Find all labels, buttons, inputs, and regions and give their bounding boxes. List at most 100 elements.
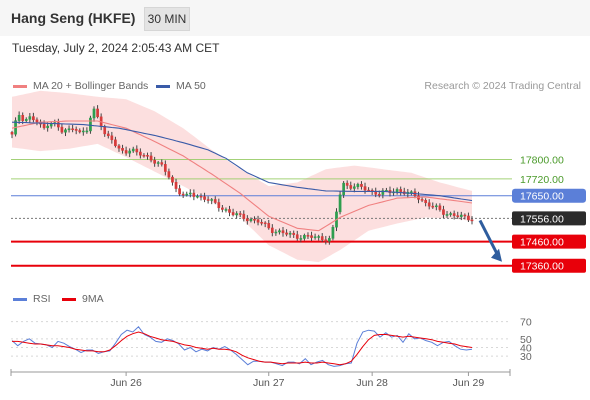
candle (295, 230, 299, 241)
candle-body (456, 215, 460, 217)
candle (142, 153, 146, 158)
candle-body (288, 232, 292, 235)
x-axis-tick-label: Jun 27 (253, 377, 285, 389)
candle-body (410, 191, 413, 193)
candle-body (181, 193, 185, 196)
candle (110, 131, 114, 144)
candle (128, 148, 132, 158)
candle (114, 136, 117, 148)
timestamp: Tuesday, July 2, 2024 2:05:43 AM CET (12, 41, 220, 55)
candle-body (459, 214, 463, 217)
candle (303, 233, 306, 241)
candle (135, 145, 139, 156)
level-label-price: 17556.00 (520, 213, 564, 225)
candle-body (210, 199, 214, 201)
rsi-tick-label: 70 (520, 317, 532, 329)
candle (188, 189, 192, 198)
timeframe-button[interactable]: 30 MIN (144, 7, 190, 31)
candle (224, 207, 228, 213)
candle-body (445, 214, 449, 216)
candle (235, 211, 238, 219)
candle (263, 221, 267, 228)
candle (231, 208, 235, 217)
candle (449, 211, 452, 217)
candle-body (96, 108, 99, 118)
candle (270, 224, 274, 237)
candle-body (253, 219, 256, 221)
candle-body (431, 205, 435, 208)
candle-body (463, 214, 467, 217)
legend-rsi-label: RSI (33, 293, 51, 305)
candle (285, 229, 288, 237)
candle-body (17, 115, 21, 121)
candle (256, 215, 260, 226)
candle (171, 175, 174, 186)
candle-body (338, 194, 342, 213)
candle-body (46, 125, 50, 129)
candle-body (235, 213, 238, 216)
candle-body (78, 130, 82, 133)
ma20-line (11, 120, 473, 232)
candle (203, 192, 206, 203)
candle-body (64, 129, 67, 133)
candle (438, 203, 442, 212)
candle-body (167, 171, 171, 178)
level-tag-support (512, 234, 586, 249)
candle (217, 198, 221, 212)
candle-body (324, 239, 328, 242)
candle-body (470, 219, 474, 222)
candle-body (117, 145, 121, 149)
candle-body (420, 199, 424, 201)
ma20-swatch (13, 84, 27, 88)
candle-body (174, 182, 178, 189)
level-label-support: 17460.00 (520, 237, 564, 249)
candle-body (263, 222, 267, 225)
candle (242, 210, 246, 222)
projection-arrow-head (491, 248, 502, 262)
candle (278, 228, 281, 235)
candle (192, 189, 196, 201)
candle-body (467, 215, 470, 221)
candle (64, 128, 67, 137)
candle-body (188, 192, 192, 195)
level-label-resistance: 17720.00 (520, 174, 564, 186)
rsi-background (11, 307, 510, 373)
candle-body (135, 148, 139, 153)
candle (28, 113, 32, 124)
candle-body (345, 182, 349, 186)
candle (238, 211, 242, 218)
candle (317, 234, 321, 241)
candle (281, 226, 285, 237)
candle (92, 106, 96, 122)
rsi-ma-swatch (62, 297, 76, 301)
candle-body (452, 213, 456, 216)
candle-body (28, 116, 32, 120)
candle-body (320, 236, 324, 241)
candle (470, 216, 474, 225)
credit: Research © 2024 Trading Central (424, 80, 581, 92)
rsi-ma-line (12, 331, 473, 366)
candle-body (160, 162, 164, 165)
candle-body (57, 122, 60, 128)
level-label-resistance: 17800.00 (520, 155, 564, 167)
candle (163, 160, 167, 176)
candle (57, 118, 60, 131)
candle (459, 211, 463, 221)
candle (228, 205, 231, 217)
candle-body (203, 196, 206, 200)
candle (74, 126, 78, 135)
candle-body (310, 235, 313, 238)
top-bar: Hang Seng (HKFE) 30 MIN (0, 0, 590, 36)
candle-body (381, 190, 385, 195)
candle (221, 204, 224, 213)
candle (32, 112, 35, 123)
level-tag-price (512, 211, 586, 226)
candle-body (260, 222, 263, 224)
candle (60, 123, 64, 134)
candle-body (427, 202, 431, 207)
candle-body (434, 205, 438, 208)
candle-body (89, 117, 92, 132)
candle-body (281, 230, 285, 234)
rsi-tick-label: 40 (520, 342, 532, 354)
